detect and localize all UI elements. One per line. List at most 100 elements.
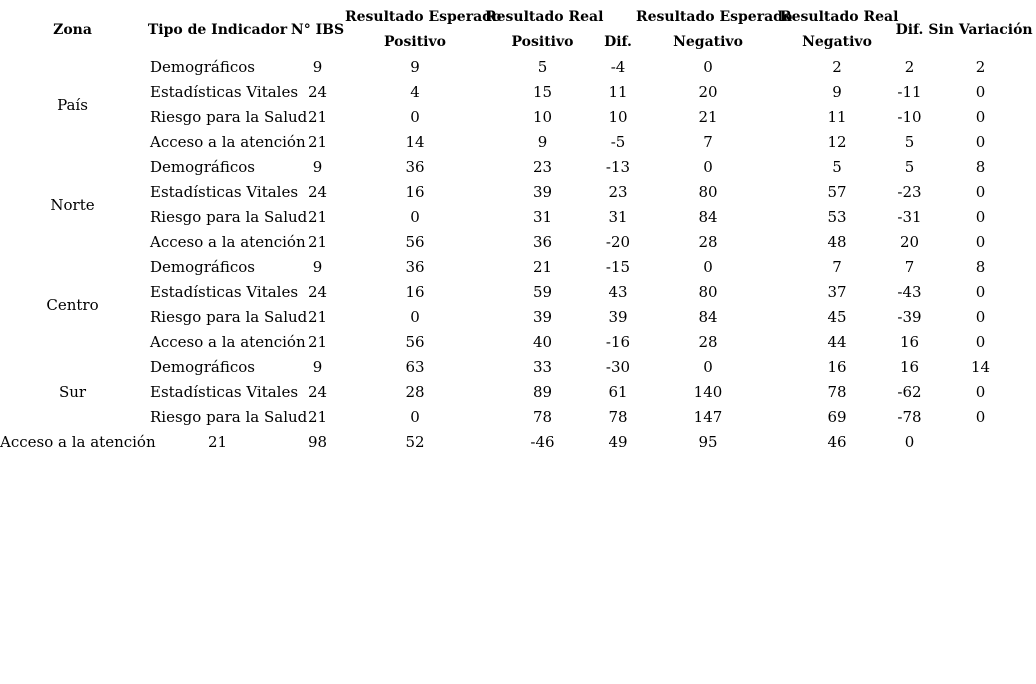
value-cell: -11	[897, 83, 922, 101]
value-cell: 21	[532, 258, 553, 276]
table-row: Riesgo para la Salud 21 0 39 39 84 45 -39 0	[0, 305, 1036, 330]
header-line-2: Negativo	[802, 34, 872, 50]
table-row: Estadísticas Vitales 24 16 39 23 80 57 -23 0	[0, 180, 1036, 205]
value-cell: 46	[827, 433, 847, 451]
value-cell: -5	[610, 133, 626, 151]
table-row: País Demográficos 9 9 5 -4 0 2 2 2	[0, 55, 1036, 114]
tipo-indicador-cell: Riesgo para la Salud	[150, 308, 308, 326]
value-cell: 95	[698, 433, 718, 451]
indicators-table: Zona Tipo de Indicador N° IBS Resultado …	[0, 5, 1036, 455]
col-header-tipo-de-indicador: Tipo de Indicador	[147, 22, 288, 38]
zona-group-label: País	[57, 95, 88, 114]
zona-group-label: Norte	[50, 195, 95, 214]
value-cell: 21	[307, 133, 328, 151]
value-cell: 0	[904, 433, 915, 451]
col-header-dif-positivo: Dif.	[600, 5, 636, 55]
value-cell: 21	[207, 433, 228, 451]
table-row: Estadísticas Vitales 24 4 15 11 20 9 -11 0	[0, 80, 1036, 105]
value-cell: 2	[975, 58, 986, 76]
table-row: Riesgo para la Salud 21 0 10 10 21 11 -10 0	[0, 105, 1036, 130]
value-cell: 0	[410, 408, 420, 426]
value-cell: 57	[827, 183, 847, 201]
shifted-row-label: Acceso a la atención	[0, 433, 156, 451]
value-cell: 24	[307, 83, 328, 101]
value-cell: -43	[897, 283, 922, 301]
value-cell: 45	[827, 308, 847, 326]
header-line-1: Resultado Real	[780, 9, 899, 25]
header-line-2: Positivo	[384, 34, 446, 50]
value-cell: 33	[532, 358, 553, 376]
value-cell: 0	[410, 108, 420, 126]
value-cell: 37	[827, 283, 847, 301]
value-cell	[925, 430, 1036, 455]
value-cell: 8	[975, 158, 986, 176]
tipo-indicador-cell: Demográficos	[150, 258, 256, 276]
value-cell: 84	[698, 208, 718, 226]
value-cell: 2	[904, 58, 915, 76]
col-header-sin-variacion: Sin Variación	[928, 22, 1033, 38]
value-cell: 0	[703, 58, 713, 76]
value-cell: 39	[532, 183, 553, 201]
tipo-indicador-cell: Acceso a la atención	[150, 133, 306, 151]
value-cell: 28	[698, 333, 718, 351]
value-cell: 56	[405, 233, 425, 251]
value-cell: -20	[605, 233, 631, 251]
col-header-zona: Zona	[53, 22, 92, 38]
value-cell: -31	[897, 208, 922, 226]
col-header-resultado-real-negativo: Resultado Real Negativo	[780, 5, 899, 55]
col-header-dif-negativo: Dif.	[895, 22, 924, 38]
value-cell: 9	[537, 133, 548, 151]
table-row: Norte Demográficos 9 36 23 -13 0 5 5 8	[0, 155, 1036, 214]
tipo-indicador-cell: Estadísticas Vitales	[150, 183, 299, 201]
value-cell: -78	[897, 408, 922, 426]
value-cell: -13	[605, 158, 631, 176]
value-cell: 21	[698, 108, 718, 126]
value-cell: 0	[975, 83, 986, 101]
value-cell: 53	[827, 208, 847, 226]
tipo-indicador-cell: Demográficos	[150, 158, 256, 176]
table-row: Sur Demográficos 9 63 33 -30 0 16 16 14	[0, 355, 1036, 401]
value-cell: -15	[605, 258, 631, 276]
value-cell: 24	[307, 283, 328, 301]
value-cell: 63	[405, 358, 425, 376]
value-cell: 80	[698, 283, 718, 301]
value-cell: 9	[832, 83, 842, 101]
value-cell: 0	[410, 308, 420, 326]
value-cell: 14	[405, 133, 425, 151]
value-cell: -10	[897, 108, 922, 126]
value-cell: 28	[405, 383, 425, 401]
value-cell: 0	[975, 183, 986, 201]
value-cell: 8	[975, 258, 986, 276]
tipo-indicador-cell: Riesgo para la Salud	[150, 108, 308, 126]
value-cell: -39	[897, 308, 922, 326]
value-cell: 39	[532, 308, 553, 326]
value-cell: 0	[975, 233, 986, 251]
value-cell: 4	[410, 83, 420, 101]
header-line-1: Resultado Esperado	[345, 9, 502, 25]
value-cell: 21	[307, 308, 328, 326]
value-cell: 0	[703, 258, 713, 276]
value-cell: 140	[693, 383, 723, 401]
value-cell: 14	[970, 358, 991, 376]
value-cell: 80	[698, 183, 718, 201]
value-cell: 15	[532, 83, 553, 101]
value-cell: 147	[693, 408, 723, 426]
value-cell: 69	[827, 408, 847, 426]
value-cell: 59	[532, 283, 553, 301]
header-line-1: Resultado Real	[485, 9, 604, 25]
value-cell: 61	[608, 383, 628, 401]
value-cell: 56	[405, 333, 425, 351]
header-line-2: Dif.	[604, 34, 632, 50]
table-row: Estadísticas Vitales 24 16 59 43 80 37 -43 0	[0, 280, 1036, 305]
value-cell: 23	[532, 158, 553, 176]
value-cell: 52	[405, 433, 425, 451]
value-cell: 28	[698, 233, 718, 251]
value-cell: 0	[975, 308, 986, 326]
table-row: Riesgo para la Salud 21 0 78 78 147 69 -78 0	[0, 405, 1036, 430]
tipo-indicador-cell: Estadísticas Vitales	[150, 83, 299, 101]
header-line-1: Resultado Esperado	[636, 9, 793, 25]
value-cell: 16	[405, 283, 425, 301]
value-cell: 36	[532, 233, 553, 251]
value-cell: 7	[703, 133, 713, 151]
col-header-resultado-real-positivo: Resultado Real Positivo	[485, 5, 604, 55]
